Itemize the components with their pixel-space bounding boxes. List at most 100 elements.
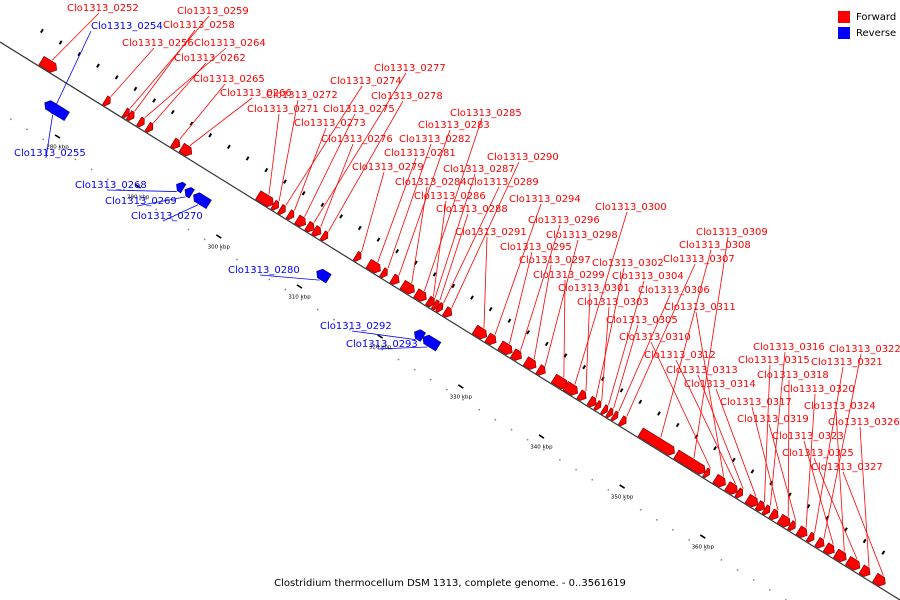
gene-arrow[interactable] (600, 404, 611, 416)
gene-arrow[interactable] (426, 296, 437, 308)
gene-arrow[interactable] (795, 525, 810, 540)
gene-arrow[interactable] (174, 180, 187, 194)
gene-label[interactable]: Clo1313_0279 (352, 162, 424, 173)
gene-arrow[interactable] (844, 556, 862, 572)
gene-arrow[interactable] (435, 302, 446, 313)
gene-label[interactable]: Clo1313_0255 (14, 148, 86, 159)
gene-arrow[interactable] (352, 250, 363, 263)
gene-arrow[interactable] (673, 449, 708, 476)
gene-arrow[interactable] (277, 204, 288, 216)
gene-label[interactable]: Clo1313_0275 (323, 104, 395, 115)
gene-arrow[interactable] (484, 332, 499, 347)
gene-arrow[interactable] (442, 306, 454, 320)
gene-arrow[interactable] (754, 500, 767, 514)
gene-label[interactable]: Clo1313_0307 (663, 254, 735, 265)
gene-label[interactable]: Clo1313_0252 (67, 3, 139, 14)
gene-arrow[interactable] (399, 279, 417, 296)
gene-label[interactable]: Clo1313_0319 (737, 414, 809, 425)
gene-arrow[interactable] (768, 508, 781, 522)
gene-label[interactable]: Clo1313_0310 (619, 332, 691, 343)
gene-arrow[interactable] (255, 190, 276, 209)
gene-label[interactable]: Clo1313_0287 (443, 164, 515, 175)
gene-arrow[interactable] (522, 356, 538, 372)
gene-arrow[interactable] (814, 537, 827, 550)
gene-label[interactable]: Clo1313_0302 (592, 258, 664, 269)
gene-arrow[interactable] (125, 110, 136, 123)
gene-label[interactable]: Clo1313_0311 (664, 302, 736, 313)
gene-arrow[interactable] (412, 328, 426, 342)
gene-label[interactable]: Clo1313_0301 (558, 283, 630, 294)
gene-arrow[interactable] (805, 531, 816, 544)
gene-label[interactable]: Clo1313_0325 (782, 448, 854, 459)
gene-arrow[interactable] (178, 142, 194, 158)
gene-arrow[interactable] (776, 513, 792, 529)
gene-label[interactable]: Clo1313_0321 (811, 357, 883, 368)
gene-label[interactable]: Clo1313_0299 (533, 270, 605, 281)
gene-label[interactable]: Clo1313_0278 (371, 91, 443, 102)
gene-label[interactable]: Clo1313_0320 (783, 384, 855, 395)
gene-label[interactable]: Clo1313_0314 (684, 379, 756, 390)
gene-label[interactable]: Clo1313_0317 (720, 397, 792, 408)
gene-label[interactable]: Clo1313_0284 (395, 177, 467, 188)
gene-arrow[interactable] (170, 137, 183, 151)
gene-label[interactable]: Clo1313_0315 (738, 355, 810, 366)
gene-label[interactable]: Clo1313_0285 (450, 108, 522, 119)
gene-label[interactable]: Clo1313_0256 (122, 38, 194, 49)
gene-label[interactable]: Clo1313_0273 (294, 118, 366, 129)
gene-label[interactable]: Clo1313_0322 (829, 344, 900, 355)
gene-label[interactable]: Clo1313_0324 (804, 401, 876, 412)
gene-label[interactable]: Clo1313_0304 (612, 271, 684, 282)
gene-label[interactable]: Clo1313_0291 (455, 227, 527, 238)
gene-arrow[interactable] (420, 333, 442, 352)
gene-label[interactable]: Clo1313_0254 (91, 21, 163, 32)
gene-arrow[interactable] (734, 487, 745, 500)
gene-label[interactable]: Clo1313_0259 (177, 6, 249, 17)
gene-label[interactable]: Clo1313_0308 (679, 240, 751, 251)
gene-label[interactable]: Clo1313_0281 (384, 148, 456, 159)
gene-arrow[interactable] (182, 185, 195, 199)
gene-label[interactable]: Clo1313_0298 (546, 230, 618, 241)
gene-arrow[interactable] (121, 107, 132, 119)
gene-label[interactable]: Clo1313_0280 (228, 265, 300, 276)
gene-label[interactable]: Clo1313_0264 (194, 38, 266, 49)
gene-arrow[interactable] (586, 395, 599, 409)
gene-label[interactable]: Clo1313_0268 (75, 180, 147, 191)
gene-arrow[interactable] (285, 209, 296, 222)
gene-label[interactable]: Clo1313_0292 (320, 321, 392, 332)
gene-arrow[interactable] (102, 95, 113, 108)
gene-arrow[interactable] (270, 199, 281, 212)
gene-arrow[interactable] (702, 467, 713, 479)
gene-arrow[interactable] (744, 493, 760, 509)
gene-arrow[interactable] (872, 572, 888, 588)
gene-arrow[interactable] (593, 400, 604, 411)
gene-label[interactable]: Clo1313_0270 (131, 211, 203, 222)
gene-label[interactable]: Clo1313_0323 (772, 431, 844, 442)
gene-label[interactable]: Clo1313_0269 (105, 196, 177, 207)
gene-label[interactable]: Clo1313_0289 (467, 177, 539, 188)
gene-label[interactable]: Clo1313_0312 (644, 350, 716, 361)
gene-arrow[interactable] (605, 407, 616, 419)
gene-label[interactable]: Clo1313_0303 (577, 297, 649, 308)
gene-label[interactable]: Clo1313_0262 (174, 53, 246, 64)
gene-label[interactable]: Clo1313_0327 (811, 462, 883, 473)
gene-arrow[interactable] (38, 55, 60, 74)
gene-label[interactable]: Clo1313_0290 (487, 152, 559, 163)
gene-arrow[interactable] (858, 564, 873, 579)
gene-arrow[interactable] (365, 258, 383, 275)
gene-label[interactable]: Clo1313_0296 (528, 215, 600, 226)
gene-label[interactable]: Clo1313_0293 (346, 339, 418, 350)
gene-arrow[interactable] (562, 381, 580, 397)
gene-label[interactable]: Clo1313_0266 (220, 88, 292, 99)
gene-label[interactable]: Clo1313_0277 (374, 63, 446, 74)
gene-label[interactable]: Clo1313_0295 (500, 242, 572, 253)
gene-arrow[interactable] (314, 267, 332, 284)
gene-arrow[interactable] (42, 98, 70, 122)
gene-arrow[interactable] (389, 273, 402, 287)
gene-label[interactable]: Clo1313_0305 (606, 315, 678, 326)
gene-arrow[interactable] (576, 389, 589, 403)
gene-label[interactable]: Clo1313_0258 (163, 20, 235, 31)
gene-label[interactable]: Clo1313_0286 (414, 191, 486, 202)
gene-label[interactable]: Clo1313_0272 (266, 90, 338, 101)
gene-arrow[interactable] (510, 348, 524, 363)
gene-label[interactable]: Clo1313_0326 (828, 417, 900, 428)
